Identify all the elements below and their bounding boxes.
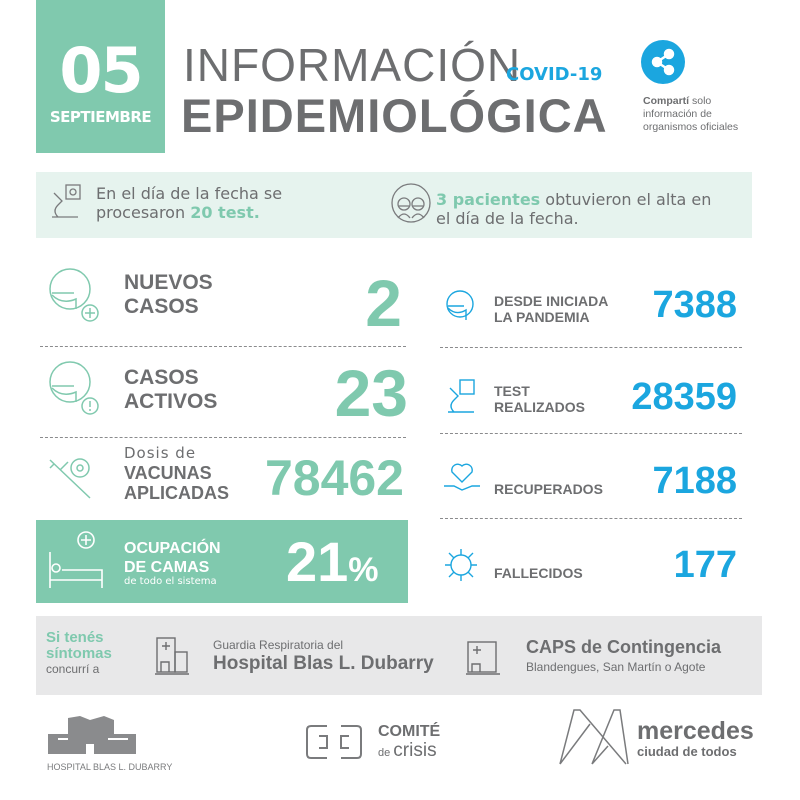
active-cases-label2: ACTIVOS [124, 390, 218, 413]
vaccines-label1: VACUNAS [124, 463, 212, 483]
active-cases-value: 23 [334, 356, 408, 430]
vaccines-pre: Dosis de [124, 444, 197, 462]
tests-label1: TEST [494, 383, 530, 399]
beds-number: 21 [286, 530, 349, 593]
mercedes-logo-icon [559, 709, 629, 765]
microscope-icon [448, 379, 475, 413]
heart-hand-icon [444, 463, 480, 491]
comite-logo-icon [306, 725, 362, 759]
share-icon[interactable] [641, 40, 685, 84]
discharges-line2: el día de la fecha. [436, 209, 579, 228]
hospital-pre: Guardia Respiratoria del [213, 638, 344, 652]
total-value: 7388 [652, 284, 737, 326]
caps-sub: Blandengues, San Martín o Agote [526, 660, 706, 674]
new-cases-value: 2 [365, 266, 402, 340]
total-label: DESDE INICIADA LA PANDEMIA [494, 293, 608, 325]
beds-label2: DE CAMAS [124, 559, 210, 576]
tests-summary-value: 20 test. [190, 203, 260, 222]
mercedes-logo-text: mercedes ciudad de todos [637, 718, 754, 759]
share-note-2: información de [643, 108, 712, 120]
divider [440, 347, 742, 348]
beds-sub: de todo el sistema [124, 576, 217, 587]
new-cases-label2: CASOS [124, 295, 199, 318]
deaths-label: FALLECIDOS [494, 565, 583, 581]
divider [40, 346, 406, 347]
share-note-bold: Compartí [643, 95, 690, 107]
hospital-bed-icon [49, 531, 103, 588]
tests-value: 28359 [631, 376, 737, 418]
beds-value: 21% [286, 532, 379, 592]
vaccines-label2: APLICADAS [124, 483, 230, 503]
beds-label: OCUPACIÓN DE CAMAS [124, 539, 221, 577]
beds-unit: % [348, 551, 379, 589]
hospital-name: Hospital Blas L. Dubarry [213, 653, 434, 674]
divider [440, 518, 742, 519]
hospital-building-icon [155, 637, 189, 675]
vaccine-icon [49, 458, 91, 499]
title-line1: INFORMACIÓN [183, 39, 522, 91]
title-line2: EPIDEMIOLÓGICA [181, 89, 608, 142]
new-cases-label1: NUEVOS [124, 271, 213, 294]
tests-summary: En el día de la fecha se procesaron 20 t… [96, 184, 282, 222]
hospital-logo-icon [48, 716, 136, 754]
total-label1: DESDE INICIADA [494, 293, 609, 309]
patients-icon [391, 183, 431, 223]
bed-occupancy-box: OCUPACIÓN DE CAMAS de todo el sistema 21% [36, 520, 408, 603]
vaccines-value: 78462 [264, 450, 404, 506]
tests-summary-line2: procesaron [96, 203, 191, 222]
symptoms-line2: síntomas [46, 645, 112, 662]
beds-label1: OCUPACIÓN [124, 540, 221, 557]
summary-band [36, 172, 752, 238]
discharges-summary: 3 pacientes obtuvieron el alta en el día… [436, 190, 711, 228]
mercedes-line2: ciudad de todos [637, 744, 737, 759]
date-day: 05 [59, 34, 143, 107]
vaccines-label: VACUNAS APLICADAS [124, 463, 229, 503]
total-label2: LA PANDEMIA [494, 309, 590, 325]
share-note-3: organismos oficiales [643, 121, 739, 133]
symptoms-note: Si tenés síntomas concurrí a [46, 629, 112, 677]
mercedes-line1: mercedes [637, 717, 754, 745]
share-note: Compartí solo información de organismos … [643, 95, 738, 134]
active-cases-label: CASOS ACTIVOS [124, 366, 217, 414]
masked-face-alert-icon [49, 361, 99, 415]
symptoms-line3: concurrí a [46, 662, 100, 676]
tests-summary-line1: En el día de la fecha se [96, 184, 283, 203]
deaths-value: 177 [673, 544, 737, 586]
comite-crisis: crisis [393, 740, 437, 761]
comite-de: de [378, 747, 394, 759]
share-note-1: solo [689, 95, 712, 107]
date-month: SEPTIEMBRE [49, 108, 152, 126]
virus-icon [445, 549, 477, 581]
discharges-line1: obtuvieron el alta en [540, 190, 712, 209]
active-cases-label1: CASOS [124, 366, 199, 389]
recovered-value: 7188 [652, 460, 737, 502]
covid-tag: COVID-19 [506, 64, 603, 85]
hospital-logo-text: HOSPITAL BLAS L. DUBARRY [47, 762, 173, 772]
masked-face-icon [446, 290, 474, 320]
caps-building-icon [466, 641, 500, 675]
divider [40, 437, 406, 438]
microscope-icon [52, 184, 81, 218]
symptoms-line1: Si tenés [46, 629, 104, 646]
divider [440, 433, 742, 434]
masked-face-plus-icon [49, 268, 99, 322]
tests-label: TEST REALIZADOS [494, 383, 585, 415]
tests-label2: REALIZADOS [494, 399, 585, 415]
caps-title: CAPS de Contingencia [526, 637, 722, 657]
comite-line1: COMITÉ [378, 723, 441, 740]
recovered-label: RECUPERADOS [494, 481, 603, 497]
date-box: 05 SEPTIEMBRE [36, 0, 165, 153]
discharges-value: 3 pacientes [436, 190, 541, 209]
comite-logo-text: COMITÉ de crisis [378, 723, 440, 763]
new-cases-label: NUEVOS CASOS [124, 271, 213, 319]
